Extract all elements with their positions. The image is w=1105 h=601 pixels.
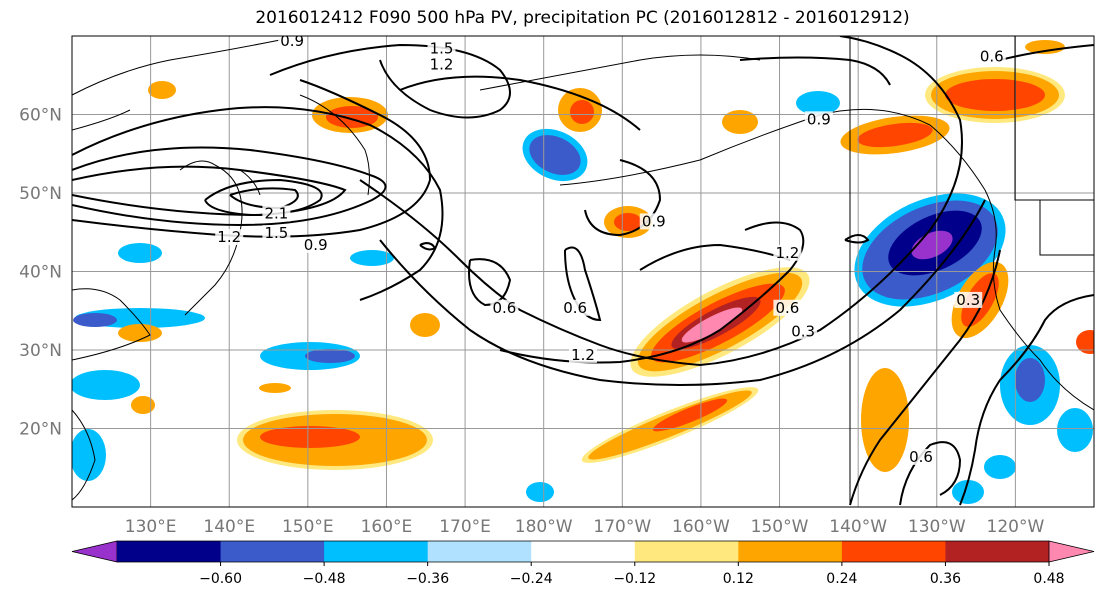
contour-label-bg	[977, 48, 1006, 65]
colorbar-segment	[634, 541, 739, 562]
colorbar-tick-label: 0.48	[1033, 571, 1064, 587]
contour-label: 0.6	[492, 299, 516, 317]
colorbar-segment	[324, 541, 429, 562]
contour-label-bg	[773, 299, 802, 316]
graticule	[72, 36, 1094, 507]
colorbar-tick-label: 0.24	[826, 571, 857, 587]
colorbar-extend-min	[71, 540, 118, 563]
contour-label-bg	[427, 40, 456, 57]
colorbar-tick-label: −0.36	[406, 571, 449, 587]
colorbar	[71, 540, 1095, 563]
colorbar-tick-label: 0.12	[723, 571, 754, 587]
contour-label-bg	[262, 205, 291, 222]
contour-label-bg	[907, 448, 936, 465]
contour-label: 1.2	[571, 346, 595, 364]
lon-tick-label: 160°E	[361, 517, 413, 537]
contour-label: 1.2	[775, 244, 799, 262]
contour-label: 0.3	[956, 291, 980, 309]
colorbar-tick-label: −0.24	[510, 571, 553, 587]
lon-tick-label: 140°E	[203, 517, 255, 537]
contour-label: 0.9	[642, 212, 666, 230]
plot-frame	[71, 35, 1095, 508]
map-title: 2016012412 F090 500 hPa PV, precipitatio…	[255, 8, 910, 28]
precip-anomaly-west-blue-4	[118, 243, 162, 263]
contour-label-bg	[789, 323, 818, 340]
colorbar-segment	[220, 541, 325, 562]
contour-label-bg	[773, 244, 802, 261]
longitude-labels: 130°E 140°E 150°E 160°E 170°E 180°W 170°W 160°W…	[125, 517, 1045, 537]
contour-label-bg	[427, 56, 456, 73]
lat-tick-label: 20°N	[19, 420, 62, 440]
lon-tick-label: 160°W	[672, 517, 730, 537]
lon-tick-label: 150°W	[751, 517, 809, 537]
contour-label-bg	[804, 111, 833, 128]
precip-anomaly-west-blue-9	[984, 455, 1016, 479]
colorbar-tick-labels: −0.60 −0.48 −0.36 −0.24 −0.12 0.12 0.24 0.36 0.4…	[199, 562, 1065, 587]
lon-tick-label: 120°W	[987, 517, 1045, 537]
contour-label-bg	[561, 299, 590, 316]
colorbar-tick-label: −0.48	[303, 571, 346, 587]
contour-label: 0.9	[807, 110, 831, 128]
lon-tick-label: 170°E	[439, 517, 491, 537]
lon-tick-label: 130°E	[125, 517, 177, 537]
contour-label: 2.1	[264, 205, 288, 223]
contour-label: 0.9	[280, 32, 304, 50]
contour-label-bg	[954, 291, 983, 308]
lon-tick-label: 150°E	[282, 517, 334, 537]
lon-tick-label: 180°W	[515, 517, 573, 537]
contour-label: 1.2	[217, 228, 241, 246]
contour-label-bg	[278, 36, 307, 49]
latitude-labels: 60°N 50°N 40°N 30°N 20°N	[19, 106, 62, 440]
precip-anomaly-west-blue-10	[1057, 408, 1093, 452]
colorbar-segment	[531, 541, 636, 562]
contour-label-bg	[262, 225, 291, 242]
contour-label: 1.5	[430, 40, 454, 58]
colorbar-segment	[738, 541, 843, 562]
precip-anomaly-northeast-pacific	[854, 193, 1006, 307]
contour-label: 0.6	[563, 299, 587, 317]
contour-label: 1.5	[264, 224, 288, 242]
colorbar-segment	[117, 541, 222, 562]
colorbar-segment	[841, 541, 946, 562]
lon-tick-label: 170°W	[593, 517, 651, 537]
precip-anomaly-alaska-coast	[796, 91, 840, 115]
contour-label: 0.6	[909, 448, 933, 466]
contour-label-bg	[569, 346, 597, 363]
lat-tick-label: 50°N	[19, 184, 62, 204]
precip-anomaly-gulf-of-alaska	[840, 115, 950, 155]
colorbar-segment	[945, 541, 1050, 562]
contour-label: 1.2	[430, 55, 454, 73]
precip-anomaly-bering	[522, 128, 588, 182]
pv-contours	[72, 36, 1094, 506]
contour-label: 0.3	[791, 322, 815, 340]
colorbar-extend-max	[1048, 540, 1095, 563]
contour-label: 0.9	[304, 236, 328, 254]
contour-label-bg	[490, 299, 519, 316]
contour-label-bg	[215, 229, 244, 246]
lat-tick-label: 40°N	[19, 263, 62, 283]
precip-anomaly-west-blue-2	[72, 370, 140, 400]
colorbar-segment	[427, 541, 532, 562]
precip-anomaly-hawaii	[581, 387, 759, 463]
contour-label: 0.6	[775, 299, 799, 317]
precip-anomaly-west-blue-6	[72, 429, 106, 481]
lat-tick-label: 30°N	[19, 341, 62, 361]
lon-tick-label: 140°W	[829, 517, 887, 537]
colorbar-tick-label: 0.36	[930, 571, 961, 587]
colorbar-tick-label: −0.60	[199, 571, 242, 587]
contour-label-bg	[639, 213, 668, 230]
lon-tick-label: 130°W	[908, 517, 966, 537]
lat-tick-label: 60°N	[19, 106, 62, 126]
precip-anomaly-west-blue-5	[350, 250, 394, 266]
precip-anomaly-subtropical-east	[861, 368, 909, 472]
precip-anomaly-west-blue-8	[952, 480, 984, 504]
colorbar-tick-label: −0.12	[613, 571, 656, 587]
precip-anomaly-west-blue-7	[526, 482, 554, 502]
contour-label: 0.6	[980, 48, 1004, 66]
contour-label-bg	[301, 236, 330, 253]
precip-anomaly-northwest-canada	[925, 67, 1065, 123]
precip-anomaly-subtropical-west-pacific	[237, 410, 433, 470]
pv-contour-labels: 0.9 1.51.2 0.60.92.11.51.2 0.90.90.6 0.61.21…	[215, 32, 1006, 466]
